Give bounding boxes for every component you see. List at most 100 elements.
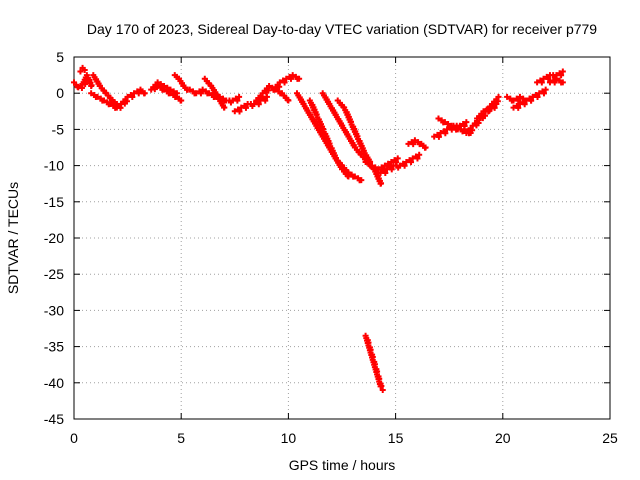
data-point: [545, 75, 552, 82]
data-point: [135, 90, 142, 97]
data-point: [262, 97, 269, 104]
data-point: [255, 101, 262, 108]
series-arc: [253, 82, 292, 104]
data-point: [362, 158, 369, 165]
data-point: [435, 115, 442, 122]
data-points: [71, 64, 566, 394]
data-point: [553, 75, 560, 82]
y-tick-label: -10: [44, 158, 64, 174]
data-point: [77, 68, 84, 75]
data-point: [463, 119, 470, 126]
data-point: [129, 94, 136, 101]
data-point: [416, 151, 423, 158]
data-point: [236, 93, 243, 100]
series-arc: [210, 90, 243, 106]
data-point: [285, 97, 292, 104]
data-point: [287, 75, 294, 82]
y-tick-label: -45: [44, 411, 64, 427]
data-point: [401, 162, 408, 169]
data-point: [441, 119, 448, 126]
series-arc: [362, 332, 386, 394]
data-point: [379, 387, 386, 394]
data-point: [167, 90, 174, 97]
data-point: [377, 383, 384, 390]
data-point: [491, 104, 498, 111]
x-axis-label: GPS time / hours: [289, 457, 396, 473]
data-point: [242, 104, 249, 111]
x-tick-label: 20: [495, 430, 511, 446]
data-point: [516, 93, 523, 100]
data-point: [422, 144, 429, 151]
data-point: [410, 141, 417, 148]
data-point: [88, 82, 95, 89]
data-point: [178, 97, 185, 104]
data-point: [559, 68, 566, 75]
data-point: [382, 170, 389, 177]
data-point: [141, 90, 148, 97]
grid: [74, 57, 610, 419]
series-arc: [306, 97, 352, 180]
series-arc: [546, 75, 566, 86]
data-point: [485, 108, 492, 115]
data-point: [369, 162, 376, 169]
y-tick-label: 0: [56, 85, 64, 101]
data-point: [186, 86, 193, 93]
data-point: [94, 93, 101, 100]
data-point: [411, 137, 418, 144]
series-arc: [405, 137, 429, 151]
data-point: [221, 104, 228, 111]
y-tick-label: -30: [44, 302, 64, 318]
data-point: [351, 173, 358, 180]
y-tick-label: 5: [56, 49, 64, 65]
data-point: [107, 101, 114, 108]
data-point: [435, 133, 442, 140]
data-point: [81, 67, 88, 74]
y-tick-label: -25: [44, 266, 64, 282]
series-arc: [71, 72, 95, 91]
series-arc: [154, 82, 185, 104]
y-tick-label: -35: [44, 339, 64, 355]
y-tick-label: -40: [44, 375, 64, 391]
data-point: [88, 90, 95, 97]
data-point: [493, 101, 500, 108]
data-point: [414, 155, 421, 162]
series-arc: [90, 72, 120, 108]
data-point: [534, 94, 541, 101]
data-point: [540, 90, 547, 97]
series-arc: [270, 72, 303, 93]
data-point: [551, 79, 558, 86]
series-arc: [334, 97, 374, 165]
data-point: [296, 75, 303, 82]
x-tick-label: 15: [388, 430, 404, 446]
data-point: [515, 104, 522, 111]
data-point: [216, 93, 223, 100]
data-point: [504, 93, 511, 100]
data-point: [266, 82, 273, 89]
series-arc: [377, 151, 423, 177]
axis-ticks: 0 5 10 15 20 25 5 0 -5 -10 -15 -20 -25 -30 -35 -40 -45: [44, 49, 618, 446]
data-point: [559, 79, 566, 86]
data-point: [448, 122, 455, 129]
y-axis-label: SDTVAR / TECUs: [5, 182, 21, 294]
data-point: [558, 72, 565, 79]
y-tick-label: -15: [44, 194, 64, 210]
data-point: [345, 173, 352, 180]
data-point: [521, 101, 528, 108]
x-tick-label: 5: [177, 430, 185, 446]
data-point: [197, 90, 204, 97]
series-arc: [88, 90, 125, 111]
data-point: [394, 155, 401, 162]
data-point: [442, 130, 449, 137]
data-point: [289, 72, 296, 79]
data-point: [236, 108, 243, 115]
data-point: [101, 97, 108, 104]
data-point: [154, 82, 161, 89]
x-tick-label: 10: [281, 430, 297, 446]
data-point: [408, 159, 415, 166]
data-point: [234, 97, 241, 104]
data-point: [388, 166, 395, 173]
y-tick-label: -5: [52, 121, 65, 137]
data-point: [495, 93, 502, 100]
data-point: [461, 126, 468, 133]
